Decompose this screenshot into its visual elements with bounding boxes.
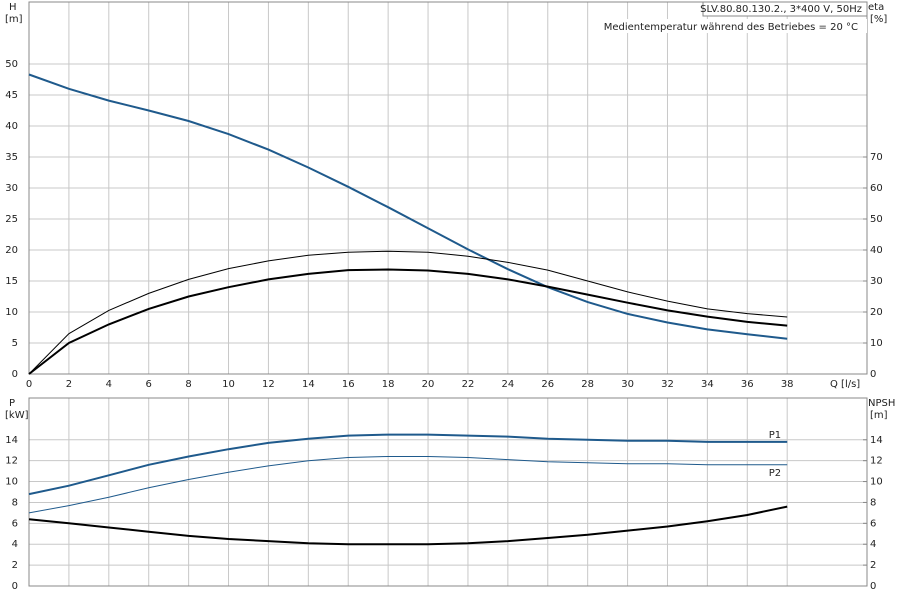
y2-tick-label: 8 — [870, 497, 876, 508]
x-tick-label: 28 — [581, 379, 594, 390]
y-tick-label: 12 — [5, 456, 18, 467]
title-box — [702, 1, 868, 17]
y2-tick-label: 0 — [870, 369, 876, 380]
x-tick-label: 34 — [701, 379, 714, 390]
x-tick-label: 30 — [621, 379, 634, 390]
y2-tick-label: 6 — [870, 518, 876, 529]
x-tick-label: 22 — [462, 379, 475, 390]
y-axis-unit: [m] — [5, 14, 23, 25]
y2-tick-label: 0 — [870, 581, 876, 592]
y-tick-label: 6 — [12, 518, 18, 529]
y2-tick-label: 60 — [870, 183, 883, 194]
x-tick-label: 6 — [146, 379, 152, 390]
y-tick-label: 50 — [5, 59, 18, 70]
y-tick-label: 10 — [5, 307, 18, 318]
y-tick-label: 45 — [5, 90, 18, 101]
curve — [28, 73, 788, 340]
y-tick-label: 8 — [12, 497, 18, 508]
curve — [28, 433, 788, 496]
y-tick-label: 14 — [5, 435, 18, 446]
y2-tick-label: 4 — [870, 539, 876, 550]
x-tick-label: 24 — [501, 379, 514, 390]
y2-tick-label: 10 — [870, 338, 883, 349]
y-tick-label: 10 — [5, 477, 18, 488]
x-axis-label: Q [l/s] — [830, 379, 860, 390]
x-tick-label: 2 — [66, 379, 72, 390]
y-tick-label: 40 — [5, 121, 18, 132]
y-tick-label: 25 — [5, 214, 18, 225]
y2-tick-label: 50 — [870, 214, 883, 225]
x-tick-label: 38 — [781, 379, 794, 390]
series-label: P1 — [769, 430, 781, 441]
y-tick-label: 0 — [12, 369, 18, 380]
y-tick-label: 35 — [5, 152, 18, 163]
y2-tick-label: 10 — [870, 477, 883, 488]
y-tick-label: 30 — [5, 183, 18, 194]
x-tick-label: 0 — [26, 379, 32, 390]
y2-tick-label: 14 — [870, 435, 883, 446]
y-tick-label: 15 — [5, 276, 18, 287]
y2-tick-label: 12 — [870, 456, 883, 467]
y2-tick-label: 20 — [870, 307, 883, 318]
y2-tick-label: 40 — [870, 245, 883, 256]
y2-axis-label: NPSH — [868, 398, 895, 409]
y-axis-unit: [kW] — [5, 410, 29, 421]
series-label: P2 — [769, 468, 781, 479]
chart-subtitle: Medientemperatur während des Betriebes =… — [604, 22, 858, 33]
curve — [28, 268, 788, 375]
y-tick-label: 0 — [12, 581, 18, 592]
y-axis-label: P — [9, 398, 15, 409]
y2-tick-label: 2 — [870, 560, 876, 571]
x-tick-label: 32 — [661, 379, 674, 390]
y-tick-label: 4 — [12, 539, 18, 550]
x-tick-label: 12 — [262, 379, 275, 390]
subtitle-box — [622, 19, 867, 33]
plot-frame — [28, 397, 868, 587]
x-tick-label: 8 — [185, 379, 191, 390]
y-tick-label: 2 — [12, 560, 18, 571]
x-tick-label: 4 — [106, 379, 112, 390]
x-tick-label: 10 — [222, 379, 235, 390]
y2-axis-label: eta — [868, 2, 884, 13]
x-tick-label: 20 — [422, 379, 435, 390]
x-tick-label: 36 — [741, 379, 754, 390]
y-tick-label: 5 — [12, 338, 18, 349]
x-tick-label: 16 — [342, 379, 355, 390]
plot-frame — [28, 1, 868, 375]
curve — [28, 456, 788, 514]
y2-tick-label: 30 — [870, 276, 883, 287]
y2-tick-label: 70 — [870, 152, 883, 163]
y-axis-label: H — [9, 2, 17, 13]
curve — [28, 505, 788, 546]
x-tick-label: 14 — [302, 379, 315, 390]
curve — [28, 250, 788, 375]
x-tick-label: 18 — [382, 379, 395, 390]
x-tick-label: 26 — [541, 379, 554, 390]
y-tick-label: 20 — [5, 245, 18, 256]
y2-axis-unit: [m] — [870, 410, 888, 421]
y2-axis-unit: [%] — [870, 14, 887, 25]
chart-title: SLV.80.80.130.2., 3*400 V, 50Hz — [700, 4, 862, 15]
